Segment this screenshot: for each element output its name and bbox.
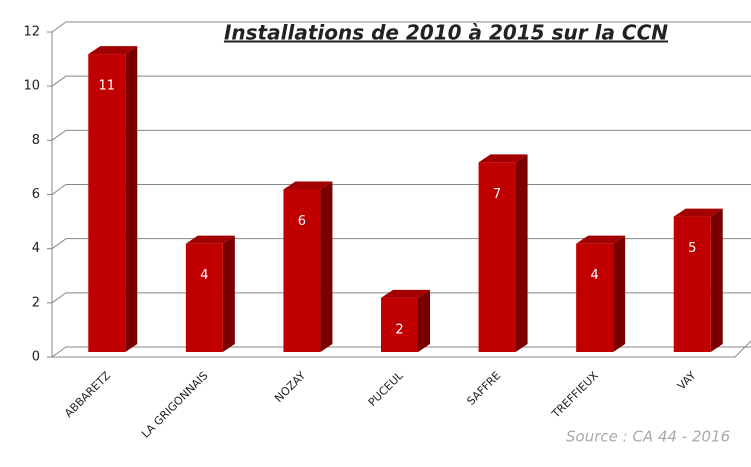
bar-front (283, 189, 321, 352)
x-tick-label: LA GRIGONNAIS (139, 369, 211, 441)
bar-top (576, 235, 626, 244)
bar-side (222, 235, 235, 352)
x-tick-label: TREFFIEUX (549, 369, 601, 421)
bar-front (185, 243, 223, 352)
value-label: 6 (298, 214, 306, 229)
grid-line (51, 129, 751, 141)
floor-edge (52, 340, 751, 358)
value-label: 4 (200, 268, 208, 283)
bar-side (515, 154, 528, 352)
bar-side (125, 46, 138, 352)
bar-side (320, 181, 333, 352)
bar-top (381, 289, 430, 298)
bar-side (613, 235, 626, 352)
bar-front (381, 297, 418, 352)
bar-side (710, 208, 723, 352)
y-tick-label: 2 (32, 295, 40, 310)
bar-side (418, 289, 430, 352)
value-label: 5 (688, 241, 696, 256)
grid-line (51, 184, 751, 195)
bar-top (88, 46, 138, 55)
bar: 4 (576, 235, 626, 352)
y-tick-label: 10 (23, 79, 40, 94)
bar-front (88, 54, 126, 352)
x-tick-label: SAFFRE (464, 369, 503, 408)
bar: 6 (283, 181, 333, 352)
x-tick-label: PUCEUL (366, 368, 407, 409)
bar: 5 (673, 208, 723, 352)
y-tick-label: 12 (23, 25, 40, 40)
bar: 2 (381, 289, 430, 352)
bar-front (576, 243, 614, 352)
source: Source : CA 44 - 2016 (566, 428, 730, 446)
value-label: 11 (99, 79, 116, 94)
grid-line (51, 238, 751, 250)
value-label: 4 (591, 268, 599, 283)
y-tick-label: 4 (32, 241, 40, 256)
y-tick-label: 0 (32, 350, 40, 365)
bar-top (283, 181, 333, 190)
chart-title: Installations de 2010 à 2015 sur la CCN (224, 21, 668, 45)
y-tick-label: 6 (32, 187, 40, 202)
grid-line (51, 21, 751, 33)
bar: 4 (185, 235, 235, 352)
bar-top (673, 208, 723, 217)
value-label: 7 (493, 187, 501, 202)
bar: 11 (88, 46, 138, 352)
bar-top (185, 235, 235, 244)
x-tick-label: ABBARETZ (62, 369, 113, 420)
grid-line (51, 75, 751, 87)
y-tick-label: 8 (32, 133, 40, 148)
bar-front (673, 216, 711, 352)
value-label: 2 (395, 322, 403, 337)
bar-front (478, 162, 516, 352)
bar: 7 (478, 154, 528, 352)
x-tick-label: NOZAY (272, 369, 308, 405)
x-tick-label: VAY (675, 369, 699, 393)
bar-top (478, 154, 528, 163)
